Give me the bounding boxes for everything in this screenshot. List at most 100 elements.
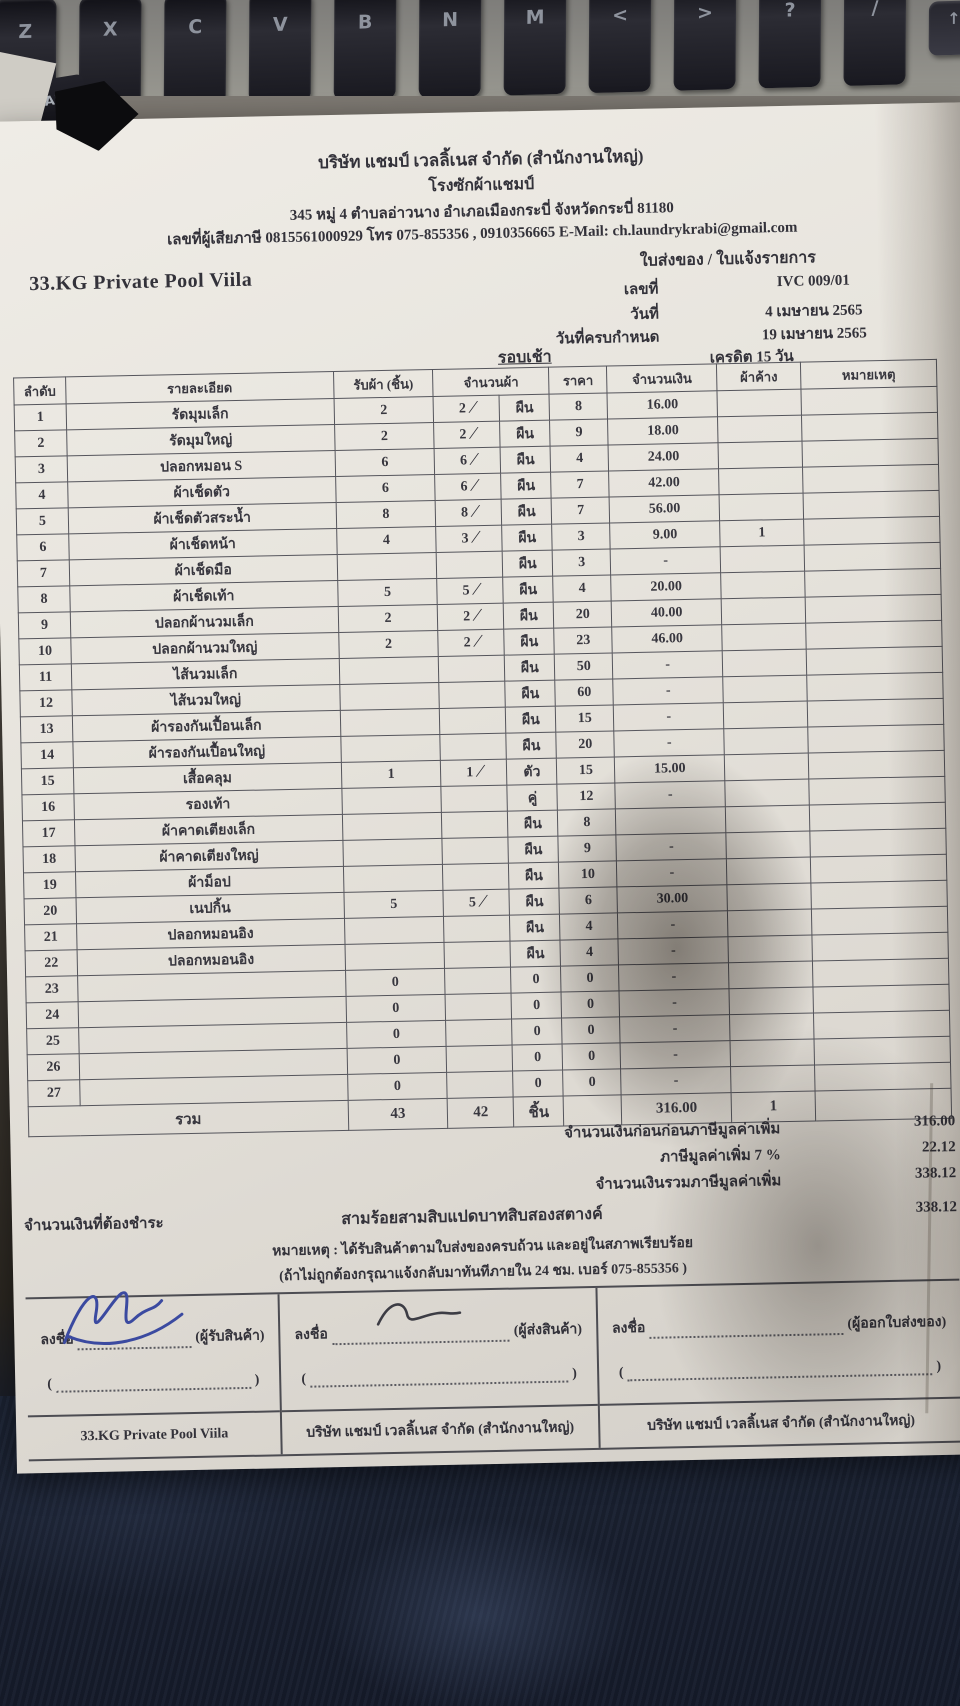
amount-due-label: จำนวนเงินที่ต้องชำระ [23, 1215, 164, 1235]
cell-received: 0 [345, 994, 447, 1023]
signer-role: (ผู้รับสินค้า) [195, 1328, 265, 1345]
cell-unit: ผืน [500, 472, 552, 500]
cell-no: 20 [24, 897, 77, 925]
cell-count [445, 993, 512, 1021]
cell-remarks [811, 932, 949, 962]
cell-price: 4 [559, 912, 619, 941]
cell-no: 3 [15, 455, 68, 483]
cell-remarks [805, 594, 942, 624]
cell-unit: 0 [512, 1044, 563, 1072]
cell-no: 9 [18, 611, 71, 639]
cell-amount: - [619, 1014, 731, 1043]
name-dotted-line [55, 1372, 251, 1393]
check-mark-icon: ∕ [470, 397, 476, 419]
cell-unit: ผืน [503, 576, 554, 604]
cell-remaining [729, 1013, 815, 1041]
cell-unit: ผืน [508, 862, 560, 890]
cell-count [444, 941, 511, 969]
cell-remaining [728, 961, 814, 989]
cell-price: 3 [551, 522, 611, 551]
cell-count [442, 837, 509, 865]
cell-price: 9 [549, 419, 609, 447]
cell-remarks [804, 568, 942, 598]
cell-price: 60 [555, 678, 614, 707]
sign-line: ลงชื่อ (ผู้รับสินค้า) [40, 1325, 265, 1351]
cell-price: 15 [555, 704, 615, 733]
cell-amount: 24.00 [608, 442, 719, 472]
cell-unit: ผืน [504, 628, 555, 656]
cell-count [439, 681, 506, 709]
check-mark-icon: ∕ [474, 605, 480, 627]
signature-block-issuer: ลงชื่อ (ผู้ออกใบส่งของ) ( ) บริษัท แชมป์… [595, 1280, 960, 1448]
vat-value: 22.12 [921, 1139, 956, 1156]
cell-amount: 46.00 [611, 624, 723, 653]
cell-amount: - [612, 650, 723, 679]
cell-count [440, 733, 507, 761]
keyboard-key-arrow-up: ↑ [928, 0, 960, 56]
cell-amount: - [610, 546, 721, 575]
cell-price: 7 [550, 471, 610, 499]
cell-remaining [724, 779, 810, 807]
cell-amount: - [613, 676, 724, 705]
cell-remarks [802, 464, 940, 494]
cell-price: 0 [561, 990, 620, 1019]
cell-amount: 40.00 [611, 598, 722, 627]
cell-remarks [813, 1010, 950, 1040]
cell-no: 19 [23, 871, 76, 899]
cell-unit: ผืน [505, 706, 557, 734]
cell-remarks [802, 438, 939, 468]
cell-remaining [730, 1064, 816, 1093]
cell-no: 6 [16, 533, 70, 561]
cell-unit: ผืน [509, 888, 560, 916]
cell-received: 2 [333, 396, 435, 425]
cell-price: 10 [558, 860, 618, 889]
cell-received: 1 [340, 760, 442, 789]
cell-count: 2 ∕ [434, 421, 501, 449]
cell-amount: - [619, 988, 730, 1017]
cell-unit: คู่ [507, 784, 558, 812]
name-line: ( ) [41, 1373, 265, 1393]
cell-received: 4 [336, 526, 437, 555]
amount-due-value: 338.12 [915, 1199, 957, 1216]
cell-remarks [807, 724, 945, 754]
cell-amount: - [618, 936, 729, 965]
cell-price: 0 [560, 964, 620, 993]
cell-count: 3 ∕ [436, 525, 503, 553]
cell-price: 4 [550, 445, 609, 473]
cell-unit: ตัว [506, 758, 558, 786]
keyboard-key-x: X [78, 0, 142, 96]
cell-price: 3 [552, 548, 611, 577]
cell-unit: ผืน [502, 550, 554, 578]
cell-price: 8 [549, 393, 608, 421]
cell-unit: ผืน [499, 394, 550, 422]
cell-received: 2 [334, 422, 435, 451]
keyboard-key-c: C [163, 0, 227, 96]
cell-unit: ผืน [507, 810, 559, 838]
cell-remarks [809, 828, 947, 858]
keyboard-key-v: V [248, 0, 312, 96]
cell-received [342, 812, 443, 841]
check-mark-icon: ∕ [480, 891, 486, 913]
cell-count: 8 ∕ [435, 499, 503, 527]
customer-name: 33.KG Private Pool Viila [28, 268, 253, 296]
cell-unit: 0 [511, 1018, 563, 1046]
cell-received: 8 [335, 500, 437, 529]
cell-price: 0 [562, 1068, 622, 1097]
keyboard-key-sym: / [843, 0, 907, 87]
cell-amount [615, 806, 727, 835]
cell-unit: ผืน [502, 524, 553, 552]
cell-unit: ผืน [510, 940, 561, 968]
cell-received: 2 [338, 630, 439, 659]
cell-price: 6 [559, 886, 618, 915]
laptop-keyboard: Z X C V B N M < >? / ↑ [0, 0, 960, 96]
cell-remaining [724, 753, 809, 781]
cell-no: 12 [19, 689, 73, 717]
col-count: จำนวนผ้า [432, 367, 550, 397]
name-dotted-line [309, 1366, 569, 1388]
cell-remarks [806, 646, 943, 676]
cell-remaining [727, 909, 812, 937]
cell-amount: 56.00 [609, 494, 720, 523]
cell-amount: - [613, 702, 724, 731]
cell-remarks [808, 776, 946, 806]
close-paren: ) [936, 1359, 942, 1375]
